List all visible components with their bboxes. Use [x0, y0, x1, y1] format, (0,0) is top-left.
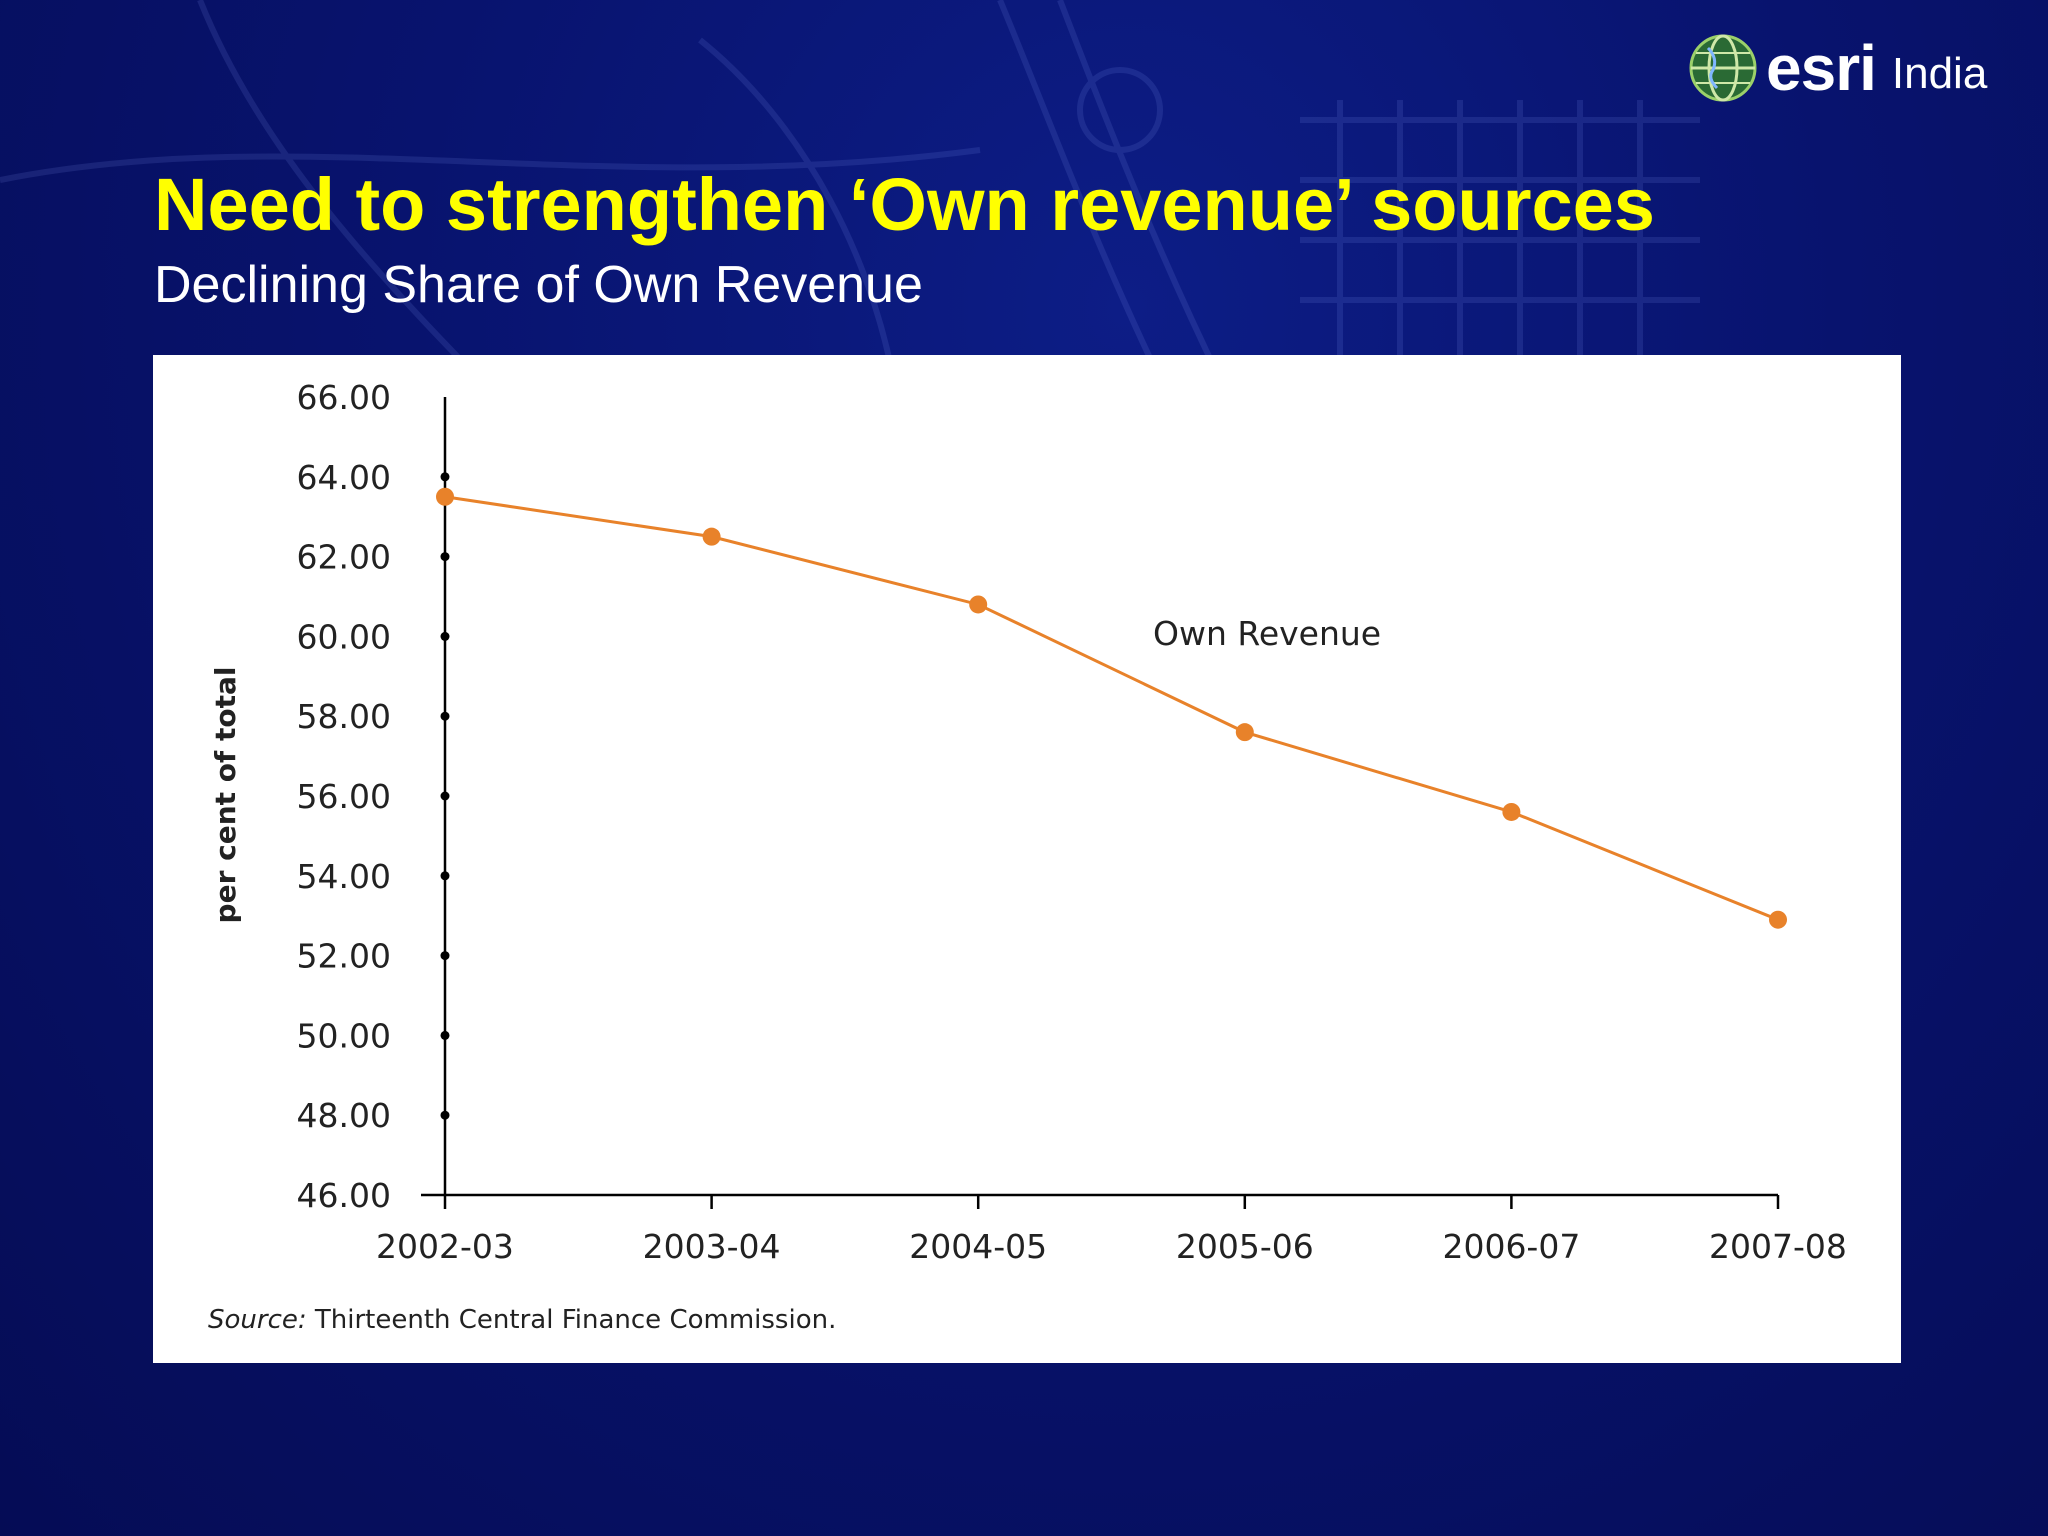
x-tick-label: 2007-08 — [1709, 1227, 1847, 1266]
y-tick-label: 54.00 — [297, 857, 391, 896]
x-tick-label: 2003-04 — [643, 1227, 781, 1266]
y-tick-label: 46.00 — [297, 1176, 391, 1215]
esri-india-logo: esri India — [1688, 28, 1987, 108]
y-tick-dot — [440, 1110, 450, 1120]
y-tick-label: 58.00 — [297, 697, 391, 736]
y-tick-dot — [440, 552, 450, 562]
data-point — [969, 595, 988, 614]
y-axis-label: per cent of total — [209, 667, 242, 924]
y-tick-dot — [440, 791, 450, 801]
y-tick-label: 48.00 — [297, 1096, 391, 1135]
x-tick-label: 2005-06 — [1176, 1227, 1314, 1266]
y-tick-dot — [440, 1030, 450, 1040]
y-tick-label: 60.00 — [297, 617, 391, 656]
data-point — [436, 487, 454, 506]
logo-region: India — [1891, 49, 1988, 98]
slide-subtitle: Declining Share of Own Revenue — [154, 256, 923, 314]
data-point — [1502, 802, 1521, 821]
line-chart: 66.00 64.00 62.00 60.00 58.00 56.00 54.00 52.00… — [209, 378, 1847, 1266]
y-tick-dot — [440, 871, 450, 881]
y-tick-dot — [440, 951, 450, 961]
y-tick-label: 62.00 — [297, 538, 391, 577]
source-label: Source: — [208, 1305, 307, 1335]
y-tick-dot — [440, 631, 450, 641]
globe-icon — [1689, 34, 1757, 102]
y-tick-label: 50.00 — [297, 1016, 391, 1055]
logo-text: esri — [1766, 32, 1877, 104]
y-tick-label: 66.00 — [297, 378, 391, 417]
slide-title: Need to strengthen ‘Own revenue’ sources — [154, 163, 1655, 246]
y-tick-label: 52.00 — [297, 937, 391, 976]
x-tick-label: 2002-03 — [376, 1227, 514, 1266]
y-tick-dot — [440, 711, 450, 721]
source-text: Thirteenth Central Finance Commission. — [306, 1305, 837, 1335]
x-tick-label: 2004-05 — [909, 1227, 1047, 1266]
data-point — [1235, 723, 1254, 742]
data-point — [1769, 910, 1787, 929]
y-tick-label: 64.00 — [297, 458, 391, 497]
chart-panel: 66.00 64.00 62.00 60.00 58.00 56.00 54.00 52.00… — [153, 355, 1901, 1363]
series-line — [444, 495, 1779, 922]
background-map-pattern — [0, 0, 1700, 420]
series-label: Own Revenue — [1153, 614, 1381, 653]
data-point — [702, 527, 721, 546]
y-tick-label: 56.00 — [297, 777, 391, 816]
y-tick-dot — [440, 472, 450, 482]
source-note: Source: Thirteenth Central Finance Commi… — [208, 1305, 836, 1335]
x-tick-label: 2006-07 — [1442, 1227, 1580, 1266]
